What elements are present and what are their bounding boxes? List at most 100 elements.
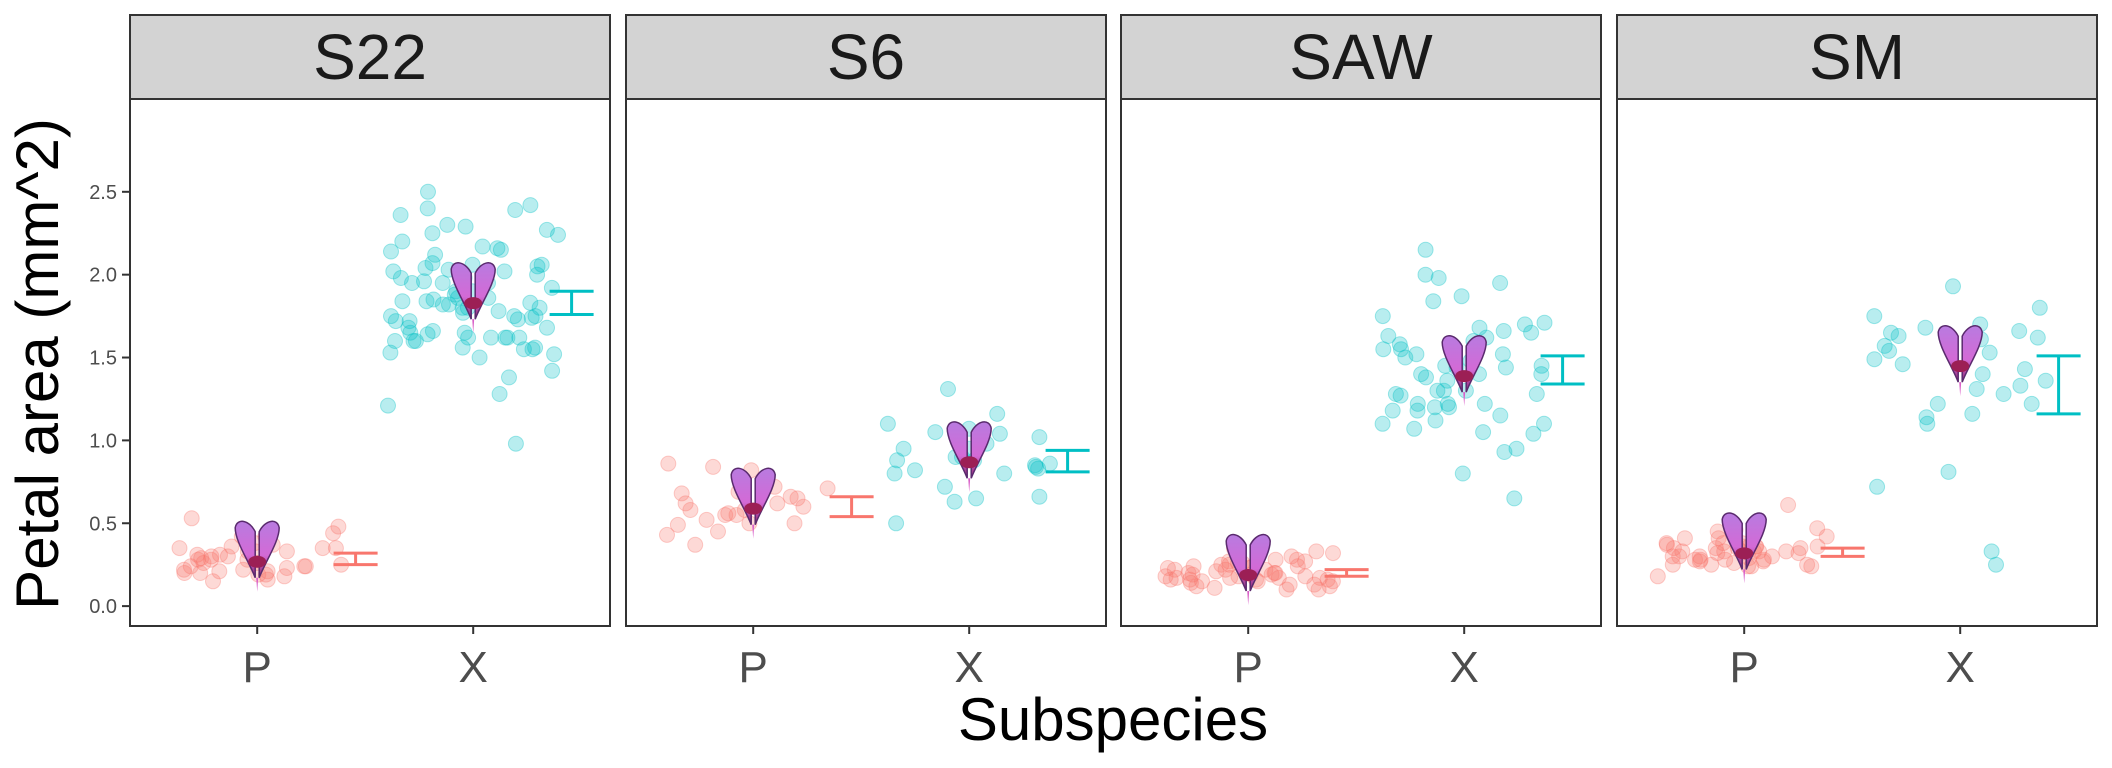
data-point [1671,548,1688,565]
data-point [420,183,436,200]
facet-strip-label: S6 [827,21,905,93]
data-point [1157,568,1174,585]
y-tick-label: 0.0 [89,596,117,618]
data-point [1964,405,1981,422]
data-point [1030,460,1047,477]
data-point [402,324,419,341]
data-point [677,495,694,512]
data-point [1494,346,1511,363]
data-point [496,263,513,280]
data-point [460,329,477,346]
data-point [1664,556,1681,573]
data-point [1409,395,1426,412]
data-point [1031,488,1048,505]
x-tick-label: X [1450,643,1479,692]
data-point [1031,429,1048,446]
data-point [219,548,236,565]
interval-bracket [1820,546,1865,558]
y-axis-title: Petal area (mm^2) [4,118,71,610]
data-point [416,273,432,290]
data-point [297,558,314,575]
panels-layer: S22 P X S6 P X SAW P X SM P X [129,14,2098,692]
data-point [1417,241,1434,258]
data-point [1983,543,2000,560]
data-point [189,546,206,563]
data-point [490,303,507,320]
data-point [550,226,566,243]
data-point [1687,551,1703,568]
data-point [1676,530,1693,547]
data-point [879,415,896,432]
panel-background [130,99,610,626]
data-point [1764,548,1780,565]
data-point [2037,372,2054,389]
data-point [907,462,923,479]
data-point [1988,556,2004,573]
data-point [1325,545,1341,562]
data-point [203,551,219,568]
data-point [989,405,1006,422]
data-point [1380,328,1397,344]
data-point [489,240,506,257]
data-point [968,490,985,507]
data-point [439,216,456,233]
data-point [1516,316,1533,333]
data-point [659,526,675,543]
data-point [1166,561,1183,578]
data-point [192,565,209,581]
data-point [506,308,523,325]
data-point [1945,278,1961,295]
data-point [795,498,812,515]
data-point [1866,351,1883,368]
data-point [193,550,210,567]
x-tick-label: P [739,643,768,692]
panel-background [1617,99,2097,626]
data-point [1818,528,1835,545]
data-point [1876,337,1893,354]
data-point [1919,415,1936,432]
data-point [183,510,200,527]
data-point [1492,275,1509,291]
data-point [927,424,944,441]
data-point [1427,412,1444,429]
data-point [888,515,905,532]
data-point [1691,553,1708,570]
data-point [2031,299,2048,316]
interval-bracket [549,289,594,316]
data-point [1536,415,1552,432]
data-point [1217,561,1234,578]
data-point [1387,386,1404,402]
data-point [1281,576,1298,593]
data-point [1408,346,1425,363]
data-point [1222,569,1239,586]
data-point [418,293,435,310]
data-point [1496,444,1513,460]
data-point [1918,409,1935,426]
data-point [511,329,528,346]
data-point [889,452,906,469]
data-point [538,221,555,238]
data-point [669,516,686,533]
data-point [1384,402,1401,419]
data-point [1495,323,1512,339]
data-point [789,490,806,507]
data-point [1418,369,1434,386]
data-point [1717,551,1734,568]
data-point [1497,359,1514,376]
data-point [1266,565,1283,581]
data-point [2012,377,2029,394]
data-point [1297,553,1314,570]
facet-strip [625,14,1107,100]
data-point [380,397,396,414]
interval-bracket [1540,354,1585,386]
data-point [1188,578,1205,595]
data-point [441,296,457,313]
data-point [1649,568,1666,585]
data-point [1206,579,1223,596]
data-point [2023,395,2040,412]
data-point [524,341,541,358]
data-point [1027,458,1044,475]
data-point [522,197,539,214]
data-point [387,313,404,330]
facet-strip-label: SAW [1289,21,1433,93]
